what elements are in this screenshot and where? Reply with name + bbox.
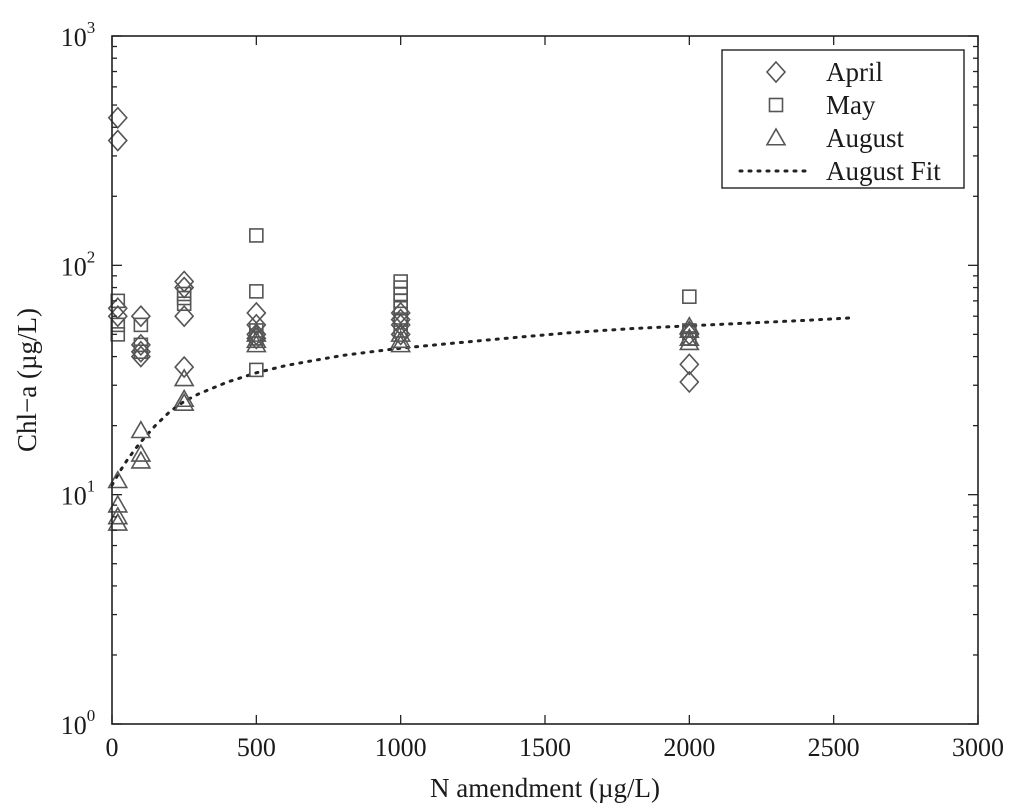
may-point (133, 317, 149, 333)
legend-august-label: August (826, 123, 905, 153)
y-tick-label: 103 (61, 18, 96, 52)
august-point (678, 332, 700, 351)
fit-layer (110, 316, 853, 487)
legend-august-fit-label: August Fit (826, 156, 941, 186)
legend-august-marker (765, 127, 787, 146)
may-point (393, 300, 408, 316)
tick-labels: 0 500 1000 1500 2000 2500 3000 100 101 102 103 (61, 18, 1004, 762)
may-point (249, 362, 264, 378)
april-point (679, 370, 700, 394)
legend-april-marker (765, 60, 787, 84)
august-point (107, 470, 129, 489)
april-point (174, 305, 195, 328)
marker-layer (107, 106, 700, 531)
may-point (176, 296, 192, 312)
august-point (173, 388, 195, 408)
april-point (679, 353, 700, 376)
august-point (130, 443, 152, 462)
y-tick-label: 102 (61, 247, 96, 281)
may-point (133, 344, 149, 360)
august-point (245, 334, 267, 353)
legend-may-marker (768, 97, 784, 113)
y-tick-label: 100 (61, 706, 96, 740)
august-point (173, 392, 195, 411)
x-axis-label: N amendment (µg/L) (430, 773, 660, 803)
x-tick-label: 500 (237, 733, 276, 762)
august-point (107, 494, 129, 513)
may-point (682, 289, 697, 304)
x-tick-label: 1500 (519, 733, 571, 762)
april-point (246, 301, 267, 325)
legend-box (721, 49, 965, 189)
august-point (173, 368, 195, 387)
april-point (174, 355, 195, 379)
august-point (678, 327, 700, 346)
tick-layer (111, 35, 979, 725)
legend-april-label: April (826, 57, 883, 87)
x-tick-label: 2000 (663, 733, 715, 762)
august-point (390, 323, 412, 342)
may-point (393, 293, 408, 309)
august-point (390, 329, 412, 349)
may-point (249, 228, 264, 243)
x-tick-label: 0 (106, 733, 119, 762)
april-point (130, 305, 151, 328)
august-point (130, 450, 152, 469)
august-point (245, 323, 267, 342)
august-point (245, 329, 267, 349)
august-point (130, 420, 152, 439)
x-tick-label: 2500 (808, 733, 860, 762)
x-tick-label: 1000 (375, 733, 427, 762)
y-tick-label: 101 (61, 477, 96, 511)
august-fit-line (110, 316, 853, 487)
august-point (678, 319, 700, 339)
august-point (107, 512, 129, 531)
may-point (249, 284, 264, 299)
y-axis-label: Chl−a (µg/L) (12, 308, 42, 452)
august-point (390, 334, 412, 353)
x-tick-label: 3000 (952, 733, 1004, 762)
legend-may-label: May (826, 90, 876, 120)
august-point (107, 506, 129, 525)
